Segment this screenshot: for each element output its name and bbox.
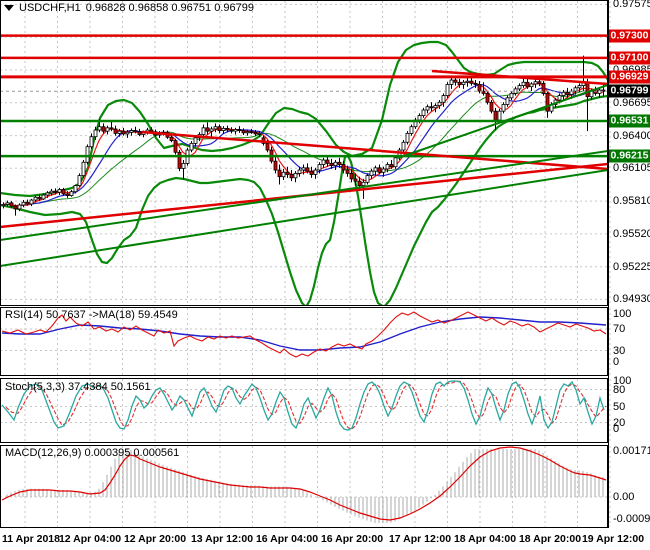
ohlc-readout: 0.96828 0.96858 0.96751 0.96799 (85, 2, 254, 14)
stoch-panel[interactable] (1, 380, 607, 431)
price-axis-label: 0.95225 (613, 260, 650, 273)
macd-panel[interactable] (1, 446, 607, 523)
time-axis-label: 13 Apr 12:00 (190, 533, 254, 545)
stoch-indicator-label: Stoch(5,3,3) 37.4384 50.1561 (5, 381, 151, 393)
macd-axis-label: 0.00 (613, 491, 635, 503)
macd-axis-label: -0.000952 (613, 513, 650, 525)
time-axis-label: 17 Apr 12:00 (388, 533, 452, 545)
macd-axis-label: 0.001718 (613, 445, 650, 457)
price-axis[interactable]: 0.975750.969850.966950.964000.961050.958… (609, 0, 650, 550)
rsi-indicator-label: RSI(14) 50.7637 ->MA(18) 59.4549 (5, 309, 178, 321)
rsi-axis-label: 70 (613, 323, 626, 335)
price-level-badge: 0.96929 (609, 70, 650, 84)
rsi-line (1, 311, 607, 358)
red-trendline (431, 69, 608, 86)
stoch-axis-label: 100 (613, 375, 632, 387)
rsi-panel[interactable] (1, 311, 607, 358)
price-level-badge: 0.97100 (609, 51, 650, 65)
stoch-axis-label: 20 (613, 416, 626, 429)
stoch-signal-line (5, 380, 607, 430)
green-trendline (0, 169, 608, 267)
time-axis-label: 18 Apr 20:00 (518, 533, 582, 545)
price-axis-label: 0.96695 (613, 96, 650, 109)
green-trendline (0, 150, 608, 241)
symbol-dropdown-icon[interactable] (4, 5, 14, 11)
price-level-badge: 0.96215 (609, 149, 650, 163)
price-axis-label: 0.95520 (613, 227, 650, 240)
price-axis-label: 0.96105 (613, 162, 650, 175)
rsi-axis-label: 100 (613, 307, 632, 320)
rsi-axis-label: 0 (613, 355, 620, 368)
candlesticks (1, 55, 606, 216)
stoch-main-line (1, 380, 605, 431)
price-axis-label: 0.95810 (613, 195, 650, 208)
ma-green-line (2, 90, 604, 207)
time-axis-label: 18 Apr 04:00 (453, 533, 517, 545)
symbol-label: USDCHF,H1 (19, 2, 81, 14)
stoch-axis-label: 0 (613, 422, 620, 435)
main-price-panel[interactable] (0, 34, 608, 307)
rsi-ma-line (1, 316, 607, 351)
price-axis-label: 0.97575 (613, 0, 650, 11)
price-level-badge: 0.96799 (609, 84, 650, 98)
time-axis-label: 16 Apr 04:00 (255, 533, 319, 545)
chart-title: USDCHF,H1 0.96828 0.96858 0.96751 0.9679… (4, 2, 254, 14)
time-axis-label: 19 Apr 12:00 (581, 533, 645, 545)
price-axis-label: 0.96400 (613, 129, 650, 142)
stoch-axis-label: 50 (613, 400, 626, 413)
time-axis-label: 16 Apr 20:00 (320, 533, 384, 545)
time-axis-label: 12 Apr 04:00 (58, 533, 122, 545)
macd-histogram (6, 449, 604, 523)
green-trendline (397, 84, 608, 159)
time-axis[interactable]: 11 Apr 2018 12 Apr 04:00 12 Apr 20:00 13 Ap… (0, 529, 650, 550)
time-axis-label: 12 Apr 20:00 (123, 533, 187, 545)
macd-indicator-label: MACD(12,26,9) 0.000395 0.000561 (5, 447, 180, 459)
rsi-axis-label: 30 (613, 344, 626, 357)
price-axis-label: 0.94930 (613, 293, 650, 306)
stoch-axis-label: 80 (613, 383, 626, 396)
time-axis-label: 11 Apr 2018 (2, 533, 60, 545)
price-level-badge: 0.97300 (609, 29, 650, 43)
price-level-badge: 0.96531 (609, 114, 650, 128)
macd-signal-line (1, 446, 607, 521)
